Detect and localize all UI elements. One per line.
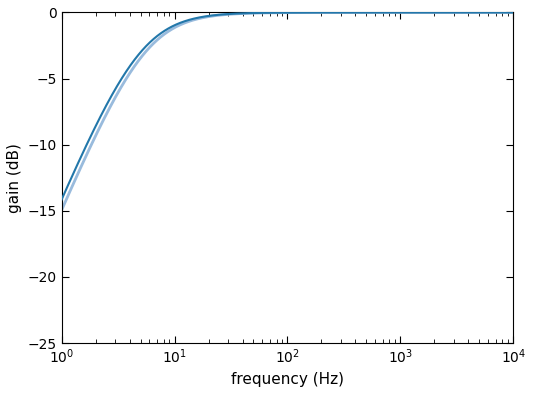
X-axis label: frequency (Hz): frequency (Hz) — [231, 372, 344, 387]
Y-axis label: gain (dB): gain (dB) — [7, 143, 22, 213]
